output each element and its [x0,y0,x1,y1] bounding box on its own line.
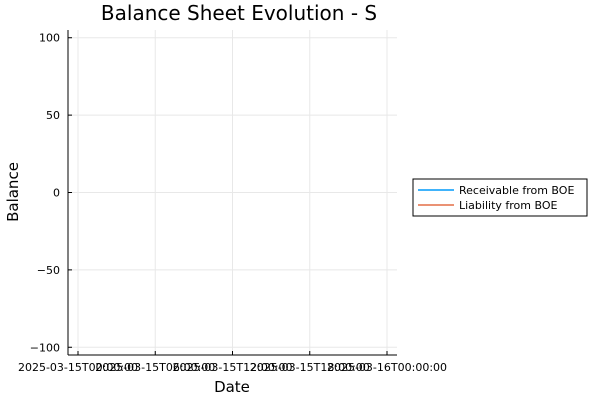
y-ticks: 100 50 0 −50 −100 [30,32,72,354]
legend-label-liability: Liability from BOE [459,199,558,212]
x-tick-label: 2025-03-15T12:00:00 [172,361,292,374]
y-tick-label: −100 [30,341,60,354]
y-tick-label: 100 [39,32,60,45]
y-tick-label: −50 [37,264,60,277]
legend-label-receivable: Receivable from BOE [459,184,574,197]
y-axis-label: Balance [4,162,22,222]
x-tick-label: 2025-03-16T00:00:00 [327,361,447,374]
y-tick-label: 50 [46,109,60,122]
y-tick-label: 0 [53,187,60,200]
legend: Receivable from BOE Liability from BOE [412,178,588,217]
x-tick-label: 2025-03-15T00:00:00 [18,361,138,374]
x-tick-label: 2025-03-15T06:00:00 [95,361,215,374]
x-ticks: 2025-03-15T00:00:002025-03-15T06:00:0020… [18,351,447,374]
x-tick-label: 2025-03-15T18:00:00 [250,361,370,374]
legend-box [412,178,588,217]
x-axis-label: Date [214,378,250,396]
grid [68,30,397,355]
chart-title: Balance Sheet Evolution - S [101,1,377,25]
